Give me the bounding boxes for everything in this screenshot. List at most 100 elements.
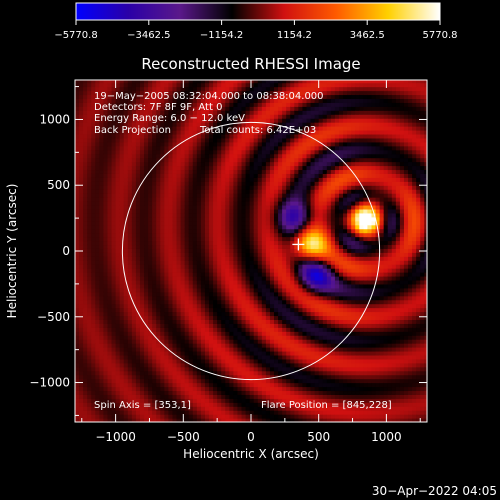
heatmap-cell — [75, 201, 80, 206]
heatmap-cell — [241, 398, 247, 403]
heatmap-cell — [217, 414, 222, 419]
heatmap-cell — [209, 173, 214, 178]
heatmap-cell — [253, 370, 259, 376]
heatmap-cell — [253, 354, 259, 360]
heatmap-cell — [213, 189, 218, 194]
heatmap-cell — [229, 232, 234, 238]
heatmap-cell — [144, 252, 149, 257]
heatmap-cell — [176, 283, 182, 289]
heatmap-cell — [172, 303, 178, 309]
heatmap-cell — [87, 398, 92, 403]
heatmap-cell — [168, 224, 174, 230]
heatmap-cell — [261, 90, 267, 96]
heatmap-cell — [184, 358, 190, 364]
heatmap-cell — [209, 177, 214, 182]
heatmap-cell — [111, 272, 117, 277]
heatmap-cell — [241, 204, 247, 210]
heatmap-cell — [282, 311, 287, 317]
heatmap-cell — [164, 343, 170, 348]
heatmap-cell — [131, 173, 137, 178]
heatmap-cell — [144, 240, 149, 246]
heatmap-cell — [139, 248, 145, 253]
heatmap-cell — [257, 406, 263, 411]
heatmap-cell — [229, 149, 234, 155]
heatmap-cell — [164, 299, 170, 305]
heatmap-cell — [233, 129, 239, 135]
heatmap-cell — [229, 80, 234, 84]
heatmap-cell — [286, 386, 291, 392]
heatmap-cell — [213, 240, 218, 246]
heatmap-cell — [290, 110, 295, 115]
heatmap-cell — [99, 98, 105, 103]
heatmap-cell — [148, 220, 153, 226]
heatmap-cell — [135, 350, 141, 356]
heatmap-cell — [119, 240, 125, 246]
heatmap-cell — [261, 386, 267, 392]
heatmap-cell — [229, 173, 234, 178]
heatmap-cell — [278, 335, 283, 340]
heatmap-cell — [144, 295, 149, 301]
heatmap-cell — [83, 244, 88, 249]
heatmap-cell — [115, 327, 121, 332]
heatmap-cell — [115, 299, 121, 305]
heatmap-cell — [225, 86, 230, 92]
heatmap-cell — [245, 90, 251, 96]
heatmap-cell — [196, 94, 202, 100]
heatmap-cell — [156, 220, 161, 226]
heatmap-cell — [79, 94, 84, 100]
heatmap-cell — [265, 181, 271, 186]
heatmap-cell — [233, 208, 239, 214]
heatmap-cell — [192, 126, 198, 131]
heatmap-cell — [200, 165, 206, 171]
heatmap-cell — [135, 240, 141, 246]
heatmap-cell — [209, 350, 214, 356]
heatmap-cell — [278, 141, 283, 147]
heatmap-cell — [261, 331, 267, 336]
heatmap-cell — [302, 86, 308, 92]
heatmap-cell — [213, 410, 218, 415]
heatmap-cell — [200, 323, 206, 328]
heatmap-cell — [229, 350, 234, 356]
heatmap-cell — [119, 418, 125, 422]
heatmap-cell — [95, 264, 100, 269]
heatmap-cell — [172, 228, 178, 234]
heatmap-cell — [249, 173, 255, 178]
heatmap-cell — [152, 260, 157, 265]
heatmap-cell — [111, 323, 117, 328]
heatmap-cell — [204, 343, 210, 348]
heatmap-cell — [176, 362, 182, 368]
heatmap-cell — [302, 149, 308, 155]
heatmap-cell — [184, 410, 190, 415]
heatmap-cell — [209, 382, 214, 388]
heatmap-cell — [286, 366, 291, 372]
heatmap-cell — [95, 197, 100, 202]
heatmap-cell — [286, 402, 291, 407]
heatmap-cell — [119, 335, 125, 340]
heatmap-cell — [148, 248, 153, 253]
heatmap-cell — [135, 157, 141, 163]
heatmap-cell — [87, 248, 92, 253]
heatmap-cell — [209, 264, 214, 269]
heatmap-cell — [233, 157, 239, 163]
heatmap-cell — [172, 339, 178, 344]
heatmap-cell — [233, 197, 239, 202]
heatmap-cell — [241, 110, 247, 115]
heatmap-cell — [172, 272, 178, 277]
heatmap-cell — [241, 315, 247, 320]
heatmap-cell — [213, 165, 218, 171]
heatmap-cell — [286, 283, 291, 289]
heatmap-cell — [168, 102, 174, 107]
heatmap-cell — [241, 122, 247, 127]
heatmap-cell — [144, 126, 149, 131]
heatmap-cell — [221, 228, 226, 234]
heatmap-cell — [188, 169, 194, 174]
heatmap-cell — [298, 248, 304, 253]
heatmap-cell — [294, 165, 299, 171]
heatmap-cell — [139, 145, 145, 151]
heatmap-cell — [286, 291, 291, 297]
heatmap-cell — [237, 80, 243, 84]
heatmap-cell — [233, 287, 239, 293]
heatmap-cell — [294, 90, 299, 96]
heatmap-cell — [257, 378, 263, 384]
heatmap-cell — [233, 224, 239, 230]
